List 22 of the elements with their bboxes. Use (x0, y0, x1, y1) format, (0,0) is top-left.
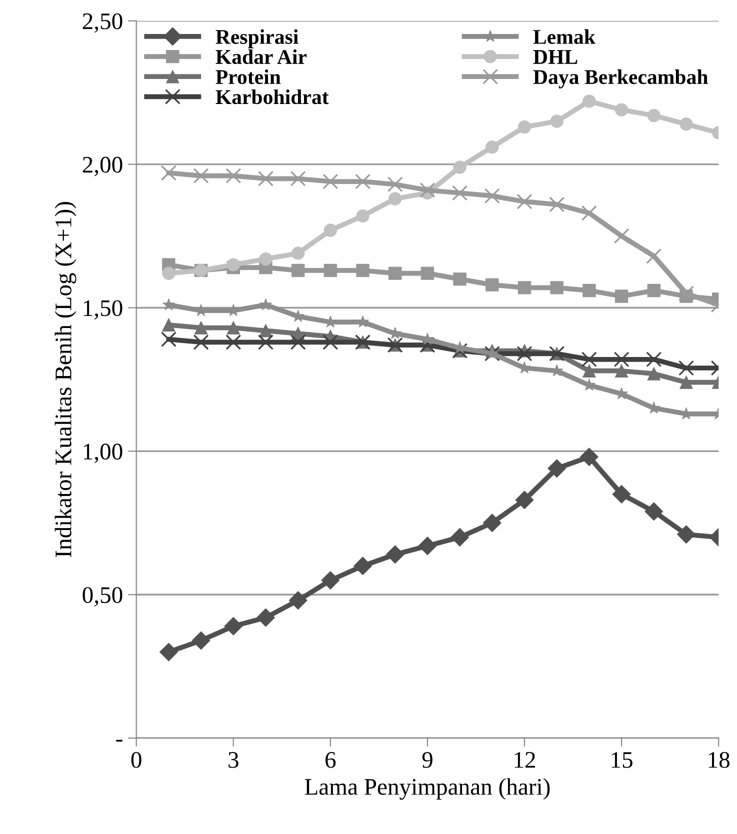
x-tick-label: 9 (422, 752, 432, 768)
x-tick-label: 6 (326, 752, 336, 768)
y-tick-label: 1,50 (84, 300, 122, 320)
x-tick-label: 15 (612, 752, 632, 768)
y-tick-label: 2,50 (82, 13, 122, 33)
x-tick-label: 18 (708, 752, 730, 768)
y-tick-label: 0,50 (82, 587, 122, 606)
legend-label: Karbohidrat (216, 89, 329, 104)
x-tick-label: 12 (514, 752, 535, 768)
y-tick-label: - (116, 740, 122, 742)
legend-label: Kadar Air (216, 49, 307, 64)
x-axis-title: Lama Penyimpanan (hari) (304, 778, 550, 800)
x-tick-label: 3 (228, 752, 238, 768)
legend-label: Daya Berkecambah (533, 69, 708, 88)
y-tick-label: 1,00 (84, 444, 122, 464)
legend-label: Protein (216, 69, 281, 84)
legend-label: Lemak (533, 29, 596, 44)
legend-label: Respirasi (216, 29, 298, 48)
legend-label: DHL (533, 50, 578, 64)
x-tick-label: 0 (131, 752, 142, 768)
y-tick-label: 2,00 (82, 156, 122, 176)
y-axis-title: Indikator Kualitas Benih (Log (X+1)) (54, 202, 76, 558)
